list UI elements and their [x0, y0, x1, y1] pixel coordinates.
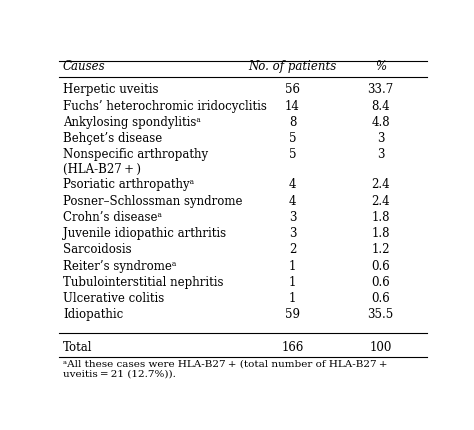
Text: 59: 59: [285, 308, 300, 321]
Text: Reiter’s syndromeᵃ: Reiter’s syndromeᵃ: [63, 259, 176, 272]
Text: 4: 4: [289, 194, 296, 207]
Text: 1: 1: [289, 275, 296, 288]
Text: %: %: [375, 60, 386, 73]
Text: ᵃAll these cases were HLA-B27 + (total number of HLA-B27 +
uveitis = 21 (12.7%)): ᵃAll these cases were HLA-B27 + (total n…: [63, 359, 387, 378]
Text: Posner–Schlossman syndrome: Posner–Schlossman syndrome: [63, 194, 242, 207]
Text: 2: 2: [289, 243, 296, 256]
Text: 8.4: 8.4: [371, 99, 390, 112]
Text: 1.2: 1.2: [372, 243, 390, 256]
Text: Crohn’s diseaseᵃ: Crohn’s diseaseᵃ: [63, 210, 162, 223]
Text: Ulcerative colitis: Ulcerative colitis: [63, 292, 164, 304]
Text: Juvenile idiopathic arthritis: Juvenile idiopathic arthritis: [63, 227, 226, 240]
Text: 2.4: 2.4: [371, 194, 390, 207]
Text: 33.7: 33.7: [367, 83, 394, 96]
Text: Nonspecific arthropathy
(HLA-B27 + ): Nonspecific arthropathy (HLA-B27 + ): [63, 148, 208, 176]
Text: 1.8: 1.8: [372, 227, 390, 240]
Text: 0.6: 0.6: [371, 292, 390, 304]
Text: 8: 8: [289, 116, 296, 129]
Text: Ankylosing spondylitisᵃ: Ankylosing spondylitisᵃ: [63, 116, 201, 129]
Text: 4.8: 4.8: [371, 116, 390, 129]
Text: 5: 5: [289, 132, 296, 144]
Text: Fuchs’ heterochromic iridocyclitis: Fuchs’ heterochromic iridocyclitis: [63, 99, 267, 112]
Text: Herpetic uveitis: Herpetic uveitis: [63, 83, 158, 96]
Text: 166: 166: [282, 340, 304, 353]
Text: 35.5: 35.5: [367, 308, 394, 321]
Text: 0.6: 0.6: [371, 275, 390, 288]
Text: Total: Total: [63, 340, 92, 353]
Text: 1: 1: [289, 292, 296, 304]
Text: 3: 3: [377, 148, 384, 161]
Text: 4: 4: [289, 178, 296, 191]
Text: No. of patients: No. of patients: [248, 60, 337, 73]
Text: 5: 5: [289, 148, 296, 161]
Text: Psoriatic arthropathyᵃ: Psoriatic arthropathyᵃ: [63, 178, 194, 191]
Text: 2.4: 2.4: [371, 178, 390, 191]
Text: 1.8: 1.8: [372, 210, 390, 223]
Text: Tubulointerstitial nephritis: Tubulointerstitial nephritis: [63, 275, 223, 288]
Text: 1: 1: [289, 259, 296, 272]
Text: 0.6: 0.6: [371, 259, 390, 272]
Text: 3: 3: [289, 210, 296, 223]
Text: Idiopathic: Idiopathic: [63, 308, 123, 321]
Text: 14: 14: [285, 99, 300, 112]
Text: 100: 100: [370, 340, 392, 353]
Text: Causes: Causes: [63, 60, 106, 73]
Text: 3: 3: [289, 227, 296, 240]
Text: 56: 56: [285, 83, 300, 96]
Text: Sarcoidosis: Sarcoidosis: [63, 243, 132, 256]
Text: Behçet’s disease: Behçet’s disease: [63, 132, 162, 144]
Text: 3: 3: [377, 132, 384, 144]
